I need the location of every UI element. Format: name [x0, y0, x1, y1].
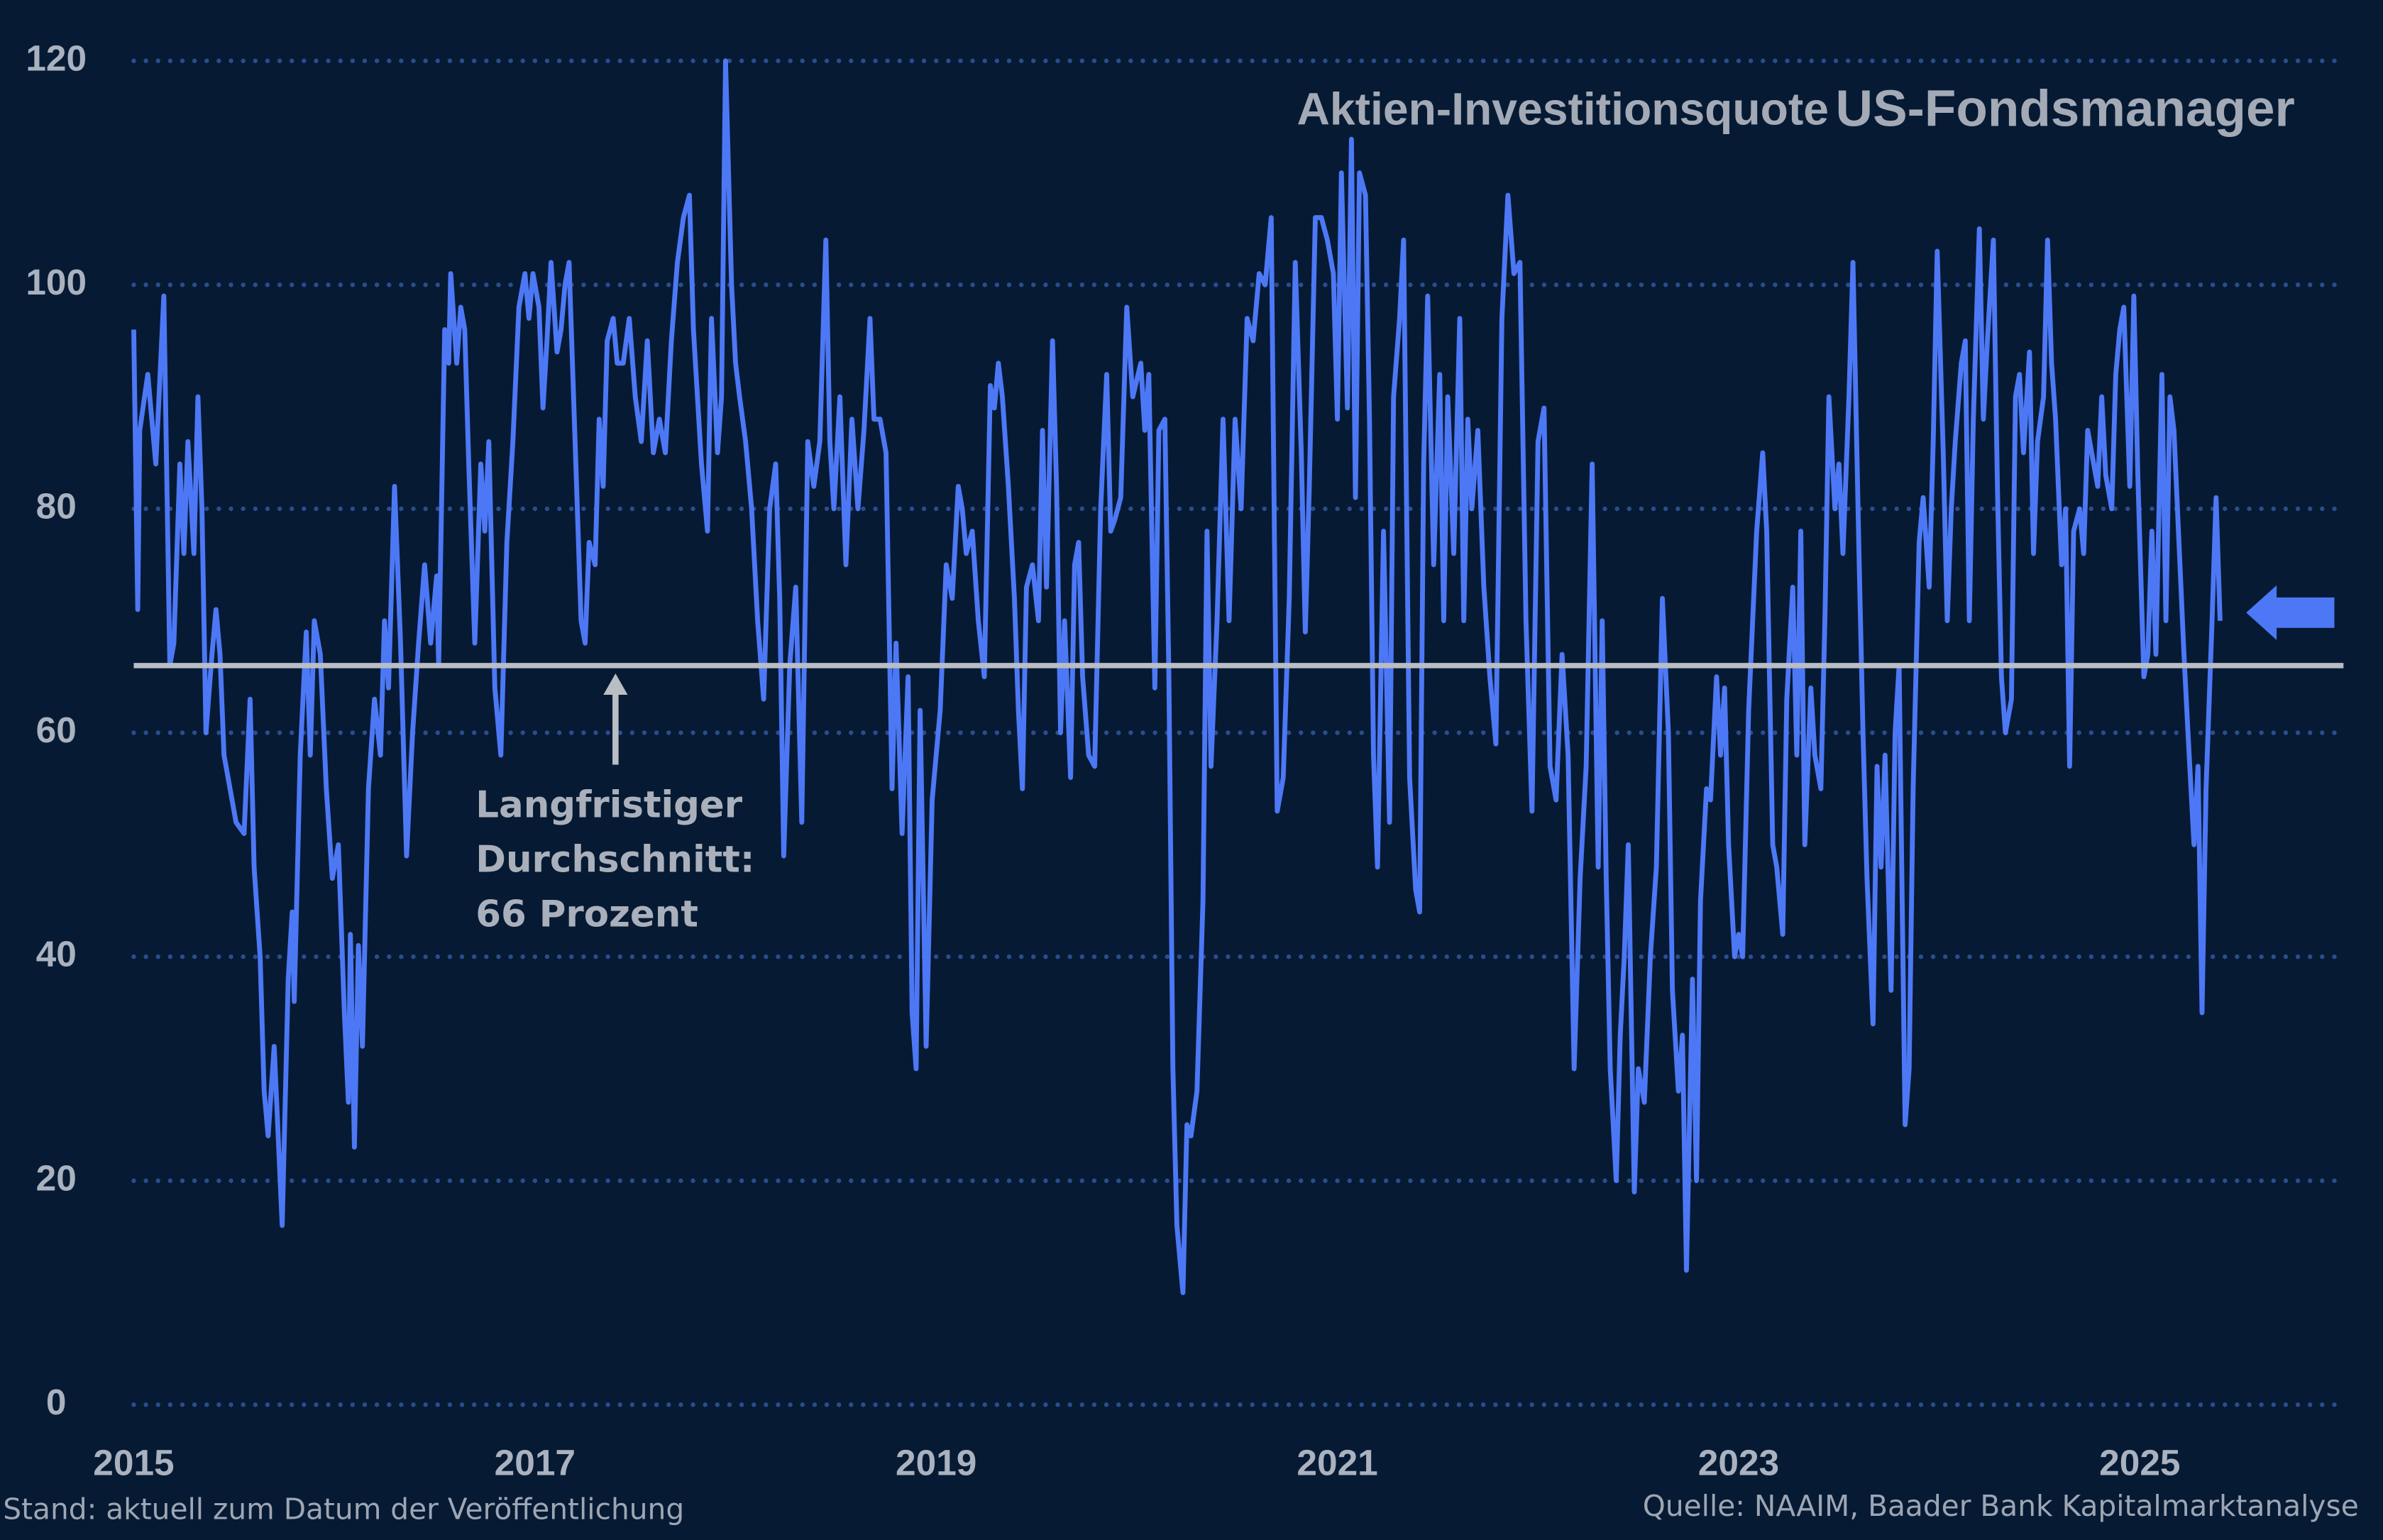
title-part: Aktien-Investitionsquote [1297, 83, 1829, 134]
y-tick-label: 20 [36, 1157, 77, 1198]
y-tick-label: 80 [36, 485, 77, 526]
x-tick-label: 2025 [2099, 1442, 2180, 1483]
y-tick-label: 120 [26, 37, 87, 78]
y-tick-label: 60 [36, 709, 77, 750]
chart-title: Aktien-Investitionsquote US-Fondsmanager [1297, 80, 2294, 138]
title-part: US-Fondsmanager [1836, 80, 2295, 138]
current-value-arrow [2246, 585, 2335, 640]
x-tick-label: 2019 [896, 1442, 976, 1483]
y-tick-label: 0 [46, 1381, 67, 1422]
x-tick-label: 2015 [93, 1442, 174, 1483]
annotation-line: 66 Prozent [475, 893, 698, 936]
annotation-line: Durchschnitt: [475, 839, 754, 881]
x-tick-label: 2021 [1297, 1442, 1377, 1483]
y-tick-label: 40 [36, 933, 77, 974]
x-tick-label: 2017 [495, 1442, 576, 1483]
source-note: Quelle: NAAIM, Baader Bank Kapitalmarkta… [1643, 1489, 2359, 1523]
annotation-line: Langfristiger [475, 783, 742, 826]
annotation-arrowhead [603, 673, 628, 695]
plot-area [131, 58, 2344, 1295]
x-tick-label: 2023 [1698, 1442, 1779, 1483]
footer-note: Stand: aktuell zum Datum der Veröffentli… [3, 1492, 684, 1526]
data-line [131, 58, 2223, 1295]
y-tick-label: 100 [26, 261, 87, 302]
